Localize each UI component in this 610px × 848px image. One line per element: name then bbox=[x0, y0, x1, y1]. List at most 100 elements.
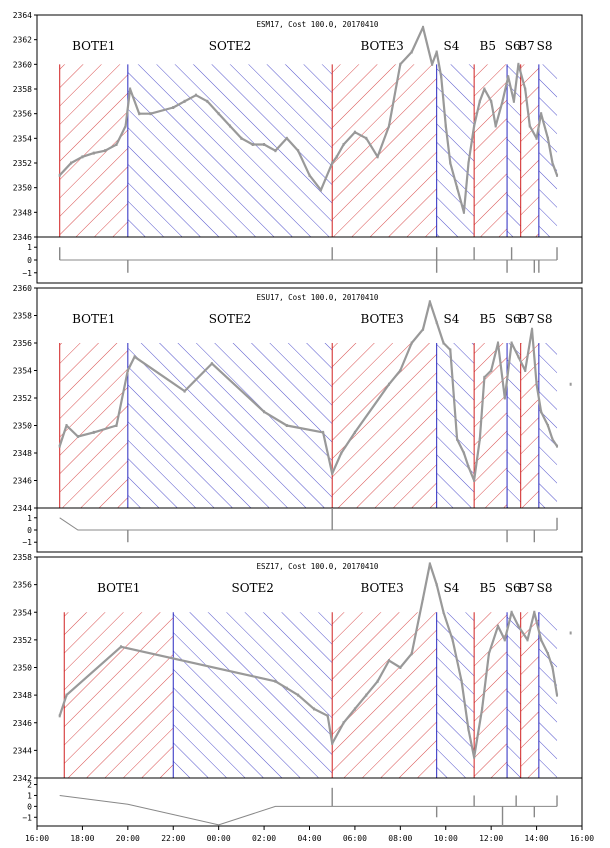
segment-s8 bbox=[538, 612, 558, 778]
y-tick-label: 2344 bbox=[13, 504, 32, 513]
price-point bbox=[478, 99, 481, 103]
price-point bbox=[297, 693, 300, 697]
x-tick-label: 04:00 bbox=[297, 834, 321, 843]
price-point bbox=[435, 320, 438, 324]
price-point bbox=[487, 652, 490, 656]
panel-title: ESM17, Cost 100.0, 20170410 bbox=[257, 20, 379, 29]
price-point bbox=[58, 714, 61, 718]
price-point bbox=[556, 173, 559, 177]
price-point bbox=[129, 87, 132, 91]
price-point bbox=[376, 155, 379, 159]
price-point bbox=[517, 62, 520, 66]
y-tick-label: 2358 bbox=[13, 85, 32, 94]
price-point bbox=[285, 136, 288, 140]
price-point bbox=[399, 369, 402, 372]
price-point bbox=[58, 173, 61, 177]
segment-label: BOTE1 bbox=[97, 581, 140, 595]
price-point bbox=[326, 714, 329, 718]
y-tick-label: 2352 bbox=[13, 394, 32, 403]
segment-label: S6 bbox=[505, 581, 521, 595]
y-tick-label: 2346 bbox=[13, 233, 32, 242]
price-point bbox=[456, 186, 459, 190]
price-point bbox=[340, 451, 343, 455]
y-tick-label: 2350 bbox=[13, 664, 32, 673]
price-point bbox=[183, 389, 186, 393]
segment-label: B7 bbox=[518, 581, 534, 595]
price-point bbox=[399, 666, 402, 669]
price-point bbox=[503, 396, 506, 400]
price-point bbox=[335, 155, 338, 159]
y-tick-label: 2358 bbox=[13, 312, 32, 321]
price-point bbox=[551, 161, 554, 165]
price-point bbox=[251, 143, 254, 146]
position-y-tick-label: −1 bbox=[22, 813, 32, 822]
x-tick-label: 12:00 bbox=[479, 834, 503, 843]
price-point bbox=[126, 369, 129, 372]
position-y-tick-label: 0 bbox=[27, 256, 32, 265]
position-y-tick-label: 0 bbox=[27, 526, 32, 535]
price-point bbox=[285, 424, 288, 427]
price-point bbox=[365, 693, 368, 697]
price-point bbox=[115, 143, 118, 146]
price-point bbox=[510, 341, 513, 345]
price-point bbox=[540, 112, 543, 116]
y-tick-label: 2360 bbox=[13, 60, 32, 69]
price-point bbox=[313, 707, 316, 711]
price-point bbox=[473, 755, 476, 759]
x-tick-label: 10:00 bbox=[434, 834, 458, 843]
segment-label: S6 bbox=[505, 312, 521, 326]
y-tick-label: 2364 bbox=[13, 11, 32, 20]
price-point bbox=[528, 124, 531, 128]
price-point bbox=[512, 99, 515, 103]
y-tick-label: 2348 bbox=[13, 449, 32, 458]
segment-s4 bbox=[436, 612, 475, 778]
price-point bbox=[322, 430, 325, 434]
price-point bbox=[353, 707, 356, 711]
price-point bbox=[206, 99, 209, 103]
price-point bbox=[104, 149, 107, 153]
price-point bbox=[240, 136, 243, 140]
price-point bbox=[376, 679, 379, 683]
segment-bote3 bbox=[332, 343, 437, 508]
price-point bbox=[387, 382, 390, 386]
y-tick-label: 2346 bbox=[13, 477, 32, 486]
price-point bbox=[442, 341, 445, 345]
price-point bbox=[297, 149, 300, 153]
x-tick-label: 08:00 bbox=[388, 834, 412, 843]
segment-bote1 bbox=[59, 64, 128, 237]
price-point bbox=[496, 341, 499, 345]
price-point bbox=[444, 124, 447, 128]
price-point bbox=[449, 161, 452, 165]
segment-label: SOTE2 bbox=[209, 39, 251, 53]
y-tick-label: 2362 bbox=[13, 36, 32, 45]
segment-bote3 bbox=[332, 612, 437, 778]
segment-s6 bbox=[507, 343, 521, 508]
price-point bbox=[551, 437, 554, 441]
y-tick-label: 2352 bbox=[13, 159, 32, 168]
price-point bbox=[490, 99, 493, 103]
position-line bbox=[59, 517, 557, 531]
segment-b7 bbox=[520, 343, 539, 508]
price-point bbox=[456, 437, 459, 441]
price-point bbox=[342, 143, 345, 146]
price-point bbox=[473, 124, 476, 128]
price-point bbox=[65, 424, 68, 427]
price-point bbox=[467, 728, 470, 732]
price-point bbox=[70, 161, 73, 165]
segment-b7 bbox=[520, 64, 539, 237]
price-point bbox=[526, 638, 529, 642]
y-tick-label: 2360 bbox=[13, 284, 32, 293]
y-tick-label: 2354 bbox=[13, 134, 32, 143]
position-y-tick-label: 1 bbox=[27, 791, 32, 800]
x-tick-label: 20:00 bbox=[116, 834, 140, 843]
segment-sote2 bbox=[127, 64, 333, 237]
price-point bbox=[410, 652, 413, 656]
price-point bbox=[440, 75, 443, 79]
x-tick-label: 06:00 bbox=[343, 834, 367, 843]
x-tick-label: 22:00 bbox=[161, 834, 185, 843]
x-tick-label: 18:00 bbox=[70, 834, 94, 843]
price-point bbox=[546, 652, 549, 656]
price-point bbox=[342, 721, 345, 725]
